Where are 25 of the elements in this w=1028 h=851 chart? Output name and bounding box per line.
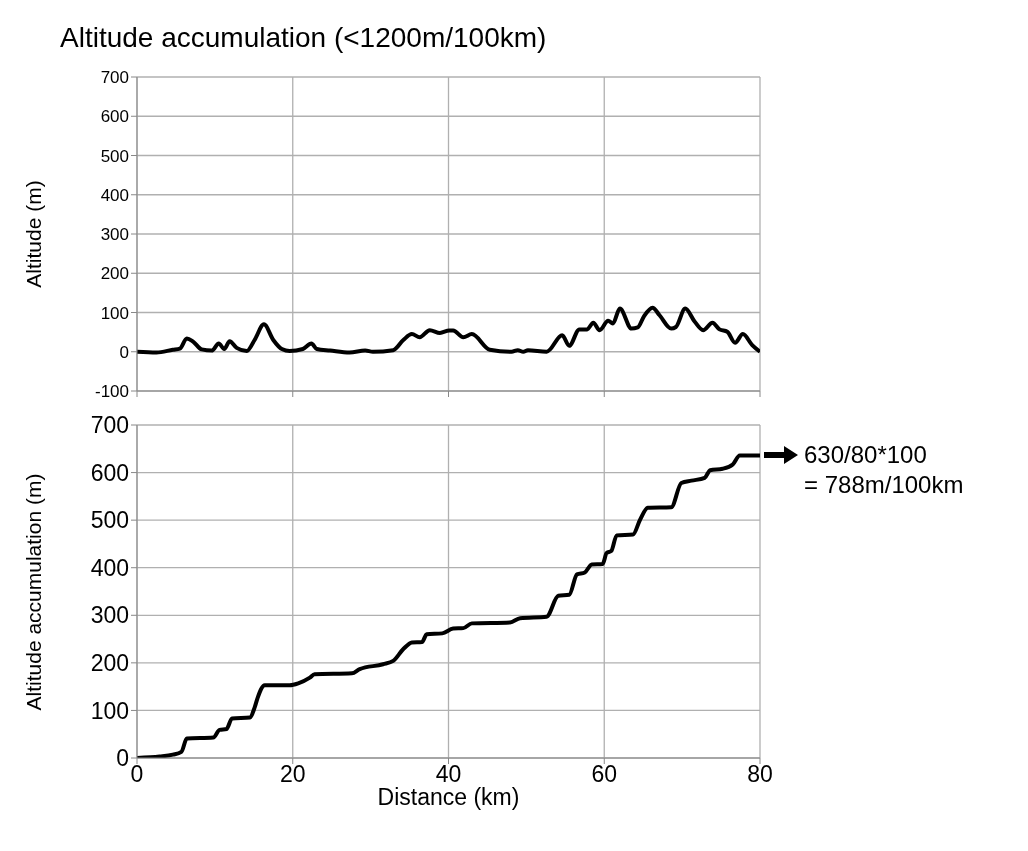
- y-tick-label: 400: [90, 554, 129, 581]
- y-tick-label: 500: [90, 507, 129, 534]
- x-tick-label: 20: [279, 761, 306, 788]
- y-tick-label: 600: [100, 107, 129, 127]
- text: 630/80*100: [804, 440, 928, 470]
- x-tick-label: 60: [591, 761, 618, 788]
- chart-title: Altitude accumulation (<1200m/100km): [60, 22, 547, 54]
- y-tick-label: 0: [119, 342, 129, 362]
- y-tick-label: 300: [90, 602, 129, 629]
- x-tick-label: 80: [747, 761, 773, 788]
- y-tick-label: 500: [100, 146, 129, 166]
- y-tick-label: 400: [100, 185, 129, 205]
- text: = 788m/100km: [804, 470, 964, 500]
- y-tick-label: 100: [90, 697, 129, 724]
- y-tick-label: 100: [100, 303, 129, 323]
- y-tick-label: 300: [100, 225, 129, 245]
- y-tick-label: 700: [90, 412, 129, 439]
- y-axis-title: Altitude (m): [22, 180, 46, 288]
- y-tick-label: 600: [90, 459, 129, 486]
- y-tick-label: 700: [100, 68, 129, 88]
- line-series: [137, 305, 760, 355]
- y-tick-label: 200: [100, 264, 129, 284]
- y-axis-title: Altitude accumulation (m): [22, 473, 46, 710]
- y-tick-label: -100: [94, 382, 129, 402]
- y-tick-label: 200: [90, 650, 129, 677]
